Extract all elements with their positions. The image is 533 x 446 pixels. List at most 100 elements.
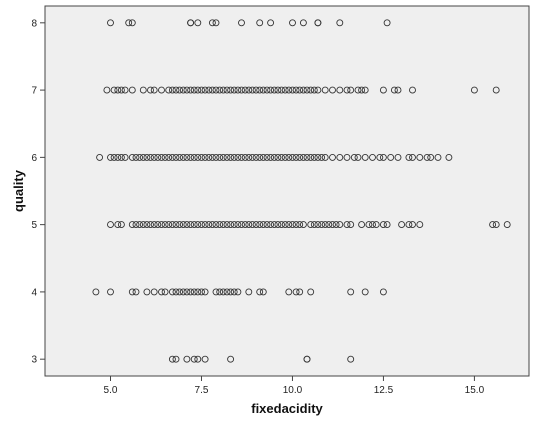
data-point: [187, 19, 195, 27]
data-point: [256, 153, 264, 161]
data-point: [205, 153, 213, 161]
data-point: [154, 221, 162, 229]
data-point: [434, 153, 442, 161]
data-point: [208, 221, 216, 229]
data-point: [187, 153, 195, 161]
x-tick-label: 12.5: [374, 385, 394, 396]
data-point: [158, 86, 165, 94]
data-point: [263, 221, 271, 229]
data-point: [96, 153, 104, 161]
data-point: [234, 86, 242, 94]
data-point: [256, 86, 264, 94]
data-point: [321, 221, 329, 229]
data-point: [285, 86, 293, 94]
data-point: [183, 86, 191, 94]
data-point: [289, 86, 296, 94]
data-point: [245, 288, 253, 296]
data-point: [234, 153, 242, 161]
data-point: [125, 19, 133, 27]
data-point: [252, 153, 260, 161]
data-point: [223, 221, 231, 229]
data-point: [143, 153, 151, 161]
data-point: [183, 355, 191, 363]
data-point: [299, 86, 307, 94]
data-point: [329, 221, 336, 229]
data-point: [161, 288, 169, 296]
data-point: [358, 221, 366, 229]
data-point: [132, 221, 140, 229]
data-point: [303, 153, 311, 161]
data-point: [285, 288, 293, 296]
data-point: [150, 153, 158, 161]
data-point: [307, 221, 315, 229]
x-axis: 5.0 7.5 10.0 12.5 15.0: [104, 376, 485, 396]
data-point: [227, 221, 235, 229]
data-point: [179, 288, 187, 296]
data-point: [394, 86, 402, 94]
data-point: [307, 153, 315, 161]
data-point: [405, 153, 413, 161]
data-point: [387, 153, 395, 161]
data-point: [296, 221, 304, 229]
data-point: [172, 221, 180, 229]
data-point: [154, 153, 162, 161]
x-tick-label: 7.5: [195, 385, 209, 396]
data-point: [307, 86, 315, 94]
data-point: [336, 19, 344, 27]
data-point: [347, 288, 355, 296]
data-point: [223, 153, 231, 161]
data-point: [383, 221, 391, 229]
x-tick-label: 10.0: [283, 385, 303, 396]
data-point: [296, 288, 304, 296]
data-point: [198, 153, 205, 161]
data-point: [219, 221, 227, 229]
data-point: [179, 86, 187, 94]
y-tick-label: 4: [31, 287, 37, 298]
data-point: [179, 221, 187, 229]
data-point: [256, 288, 264, 296]
data-point: [303, 86, 311, 94]
data-point: [248, 221, 256, 229]
data-point: [267, 86, 275, 94]
data-point: [201, 86, 209, 94]
data-point: [110, 86, 118, 94]
data-point: [325, 221, 333, 229]
data-point: [343, 153, 351, 161]
data-point: [161, 153, 169, 161]
data-point: [350, 153, 358, 161]
data-point: [267, 153, 275, 161]
data-point: [318, 153, 326, 161]
data-point: [128, 19, 136, 27]
data-point: [158, 153, 165, 161]
data-point: [347, 221, 355, 229]
data-point: [398, 221, 406, 229]
data-point: [117, 86, 125, 94]
data-point: [147, 86, 154, 94]
data-point: [296, 153, 304, 161]
data-point: [223, 288, 231, 296]
data-point: [212, 221, 220, 229]
data-point: [150, 86, 158, 94]
data-point: [227, 288, 235, 296]
data-point: [409, 221, 416, 229]
data-point: [379, 86, 387, 94]
data-point: [234, 288, 242, 296]
data-point: [219, 153, 227, 161]
data-point: [150, 221, 158, 229]
data-point: [318, 221, 326, 229]
data-point: [168, 86, 176, 94]
data-point: [158, 288, 165, 296]
data-point: [285, 153, 293, 161]
data-point: [147, 221, 154, 229]
data-point: [343, 221, 351, 229]
data-point: [176, 86, 184, 94]
data-point: [139, 221, 147, 229]
data-point: [307, 288, 315, 296]
data-point: [274, 86, 282, 94]
data-point: [489, 221, 497, 229]
data-point: [230, 221, 238, 229]
data-point: [110, 153, 118, 161]
data-point: [292, 221, 300, 229]
data-point: [256, 19, 264, 27]
